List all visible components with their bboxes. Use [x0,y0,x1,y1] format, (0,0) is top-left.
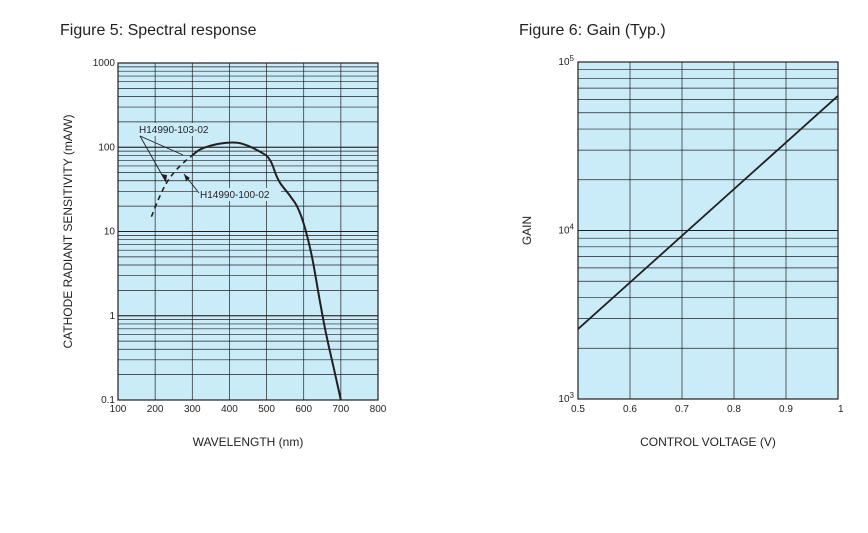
figure5-annotation-bg [197,188,281,201]
figure5-y-tick-label: 100 [98,142,115,153]
figure6-x-tick-label: 0.9 [779,404,793,415]
figure6-x-tick-label: 0.8 [727,404,741,415]
figure5-x-tick-label: 600 [295,404,312,415]
figure5-y-tick-label: 1 [109,311,115,322]
figure5-x-axis-label: WAVELENGTH (nm) [193,435,304,449]
figure5-arrowhead [161,174,167,182]
figure6-y-tick-label: 105 [558,54,574,68]
figure6-x-tick-label: 0.7 [675,404,689,415]
figure5-x-tick-label: 300 [184,404,201,415]
figure5-arrowhead [184,174,190,181]
figure6-x-axis-label: CONTROL VOLTAGE (V) [640,435,776,449]
figure6-y-axis-label: GAIN [520,216,534,245]
figure6-y-tick-label: 103 [558,391,574,405]
figure6-series-line [577,95,839,330]
figure5-annotation-103: H14990-103-02 [139,125,209,136]
figure5-annotation-100: H14990-100-02 [200,190,270,201]
figure6-x-tick-label: 0.6 [623,404,637,415]
figure6-y-tick-label: 104 [558,223,574,237]
figure5-x-tick-label: 200 [147,404,164,415]
figure6-x-tick-label: 0.5 [571,404,585,415]
figure5-y-tick-label: 1000 [93,58,116,69]
figure5-x-tick-label: 400 [221,404,238,415]
figure6-chart: 0.5 0.6 0.7 0.8 0.9 1 103 104 105 CONTROL VOLTAGE… [520,54,844,449]
figure5-y-axis-label: CATHODE RADIANT SENSITIVITY (mA/W) [61,114,75,348]
figure6-x-tick-label: 1 [838,404,844,415]
figure5-x-tick-label: 100 [110,404,127,415]
figure5-series-H14990-100-02 [191,141,342,401]
figure5-x-tick-label: 700 [333,404,350,415]
figure5-y-tick-label: 0.1 [101,395,115,406]
figure5-annotation-bg [137,123,221,136]
figure5-x-tick-label: 800 [370,404,387,415]
figure5-x-tick-label: 500 [258,404,275,415]
figure5-series-H14990-103-02 [150,154,193,217]
figure5-y-tick-label: 10 [104,227,116,238]
figure6-title: Figure 6: Gain (Typ.) [519,22,666,39]
figure5-chart: 100 200 300 400 500 600 700 800 0.1 1 10 100 1000 WAV… [61,58,387,449]
figure5-title: Figure 5: Spectral response [60,22,257,39]
figure5-leader-line [139,135,184,156]
